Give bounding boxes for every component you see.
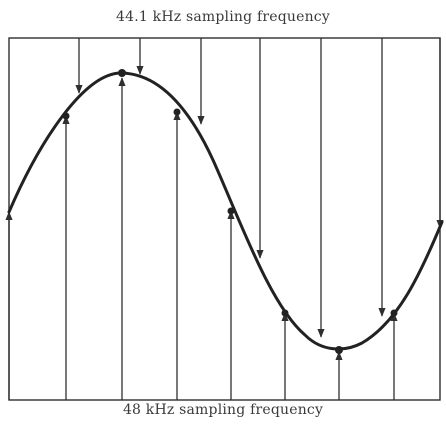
- sample-points: [62, 69, 398, 354]
- sample-point: [281, 309, 289, 317]
- sample-point: [227, 207, 235, 215]
- sample-point: [335, 346, 343, 354]
- top-sampling-label: 44.1 kHz sampling frequency: [116, 9, 330, 25]
- sample-point: [173, 108, 181, 116]
- bottom-sampling-label: 48 kHz sampling frequency: [122, 402, 324, 418]
- sample-point: [118, 69, 126, 77]
- sample-point: [390, 309, 398, 317]
- bottom-sample-lines: [5, 77, 398, 400]
- top-sample-lines: [75, 38, 444, 338]
- sample-point: [62, 112, 70, 120]
- diagram-frame: [8, 37, 441, 401]
- sine-waveform: [7, 71, 444, 351]
